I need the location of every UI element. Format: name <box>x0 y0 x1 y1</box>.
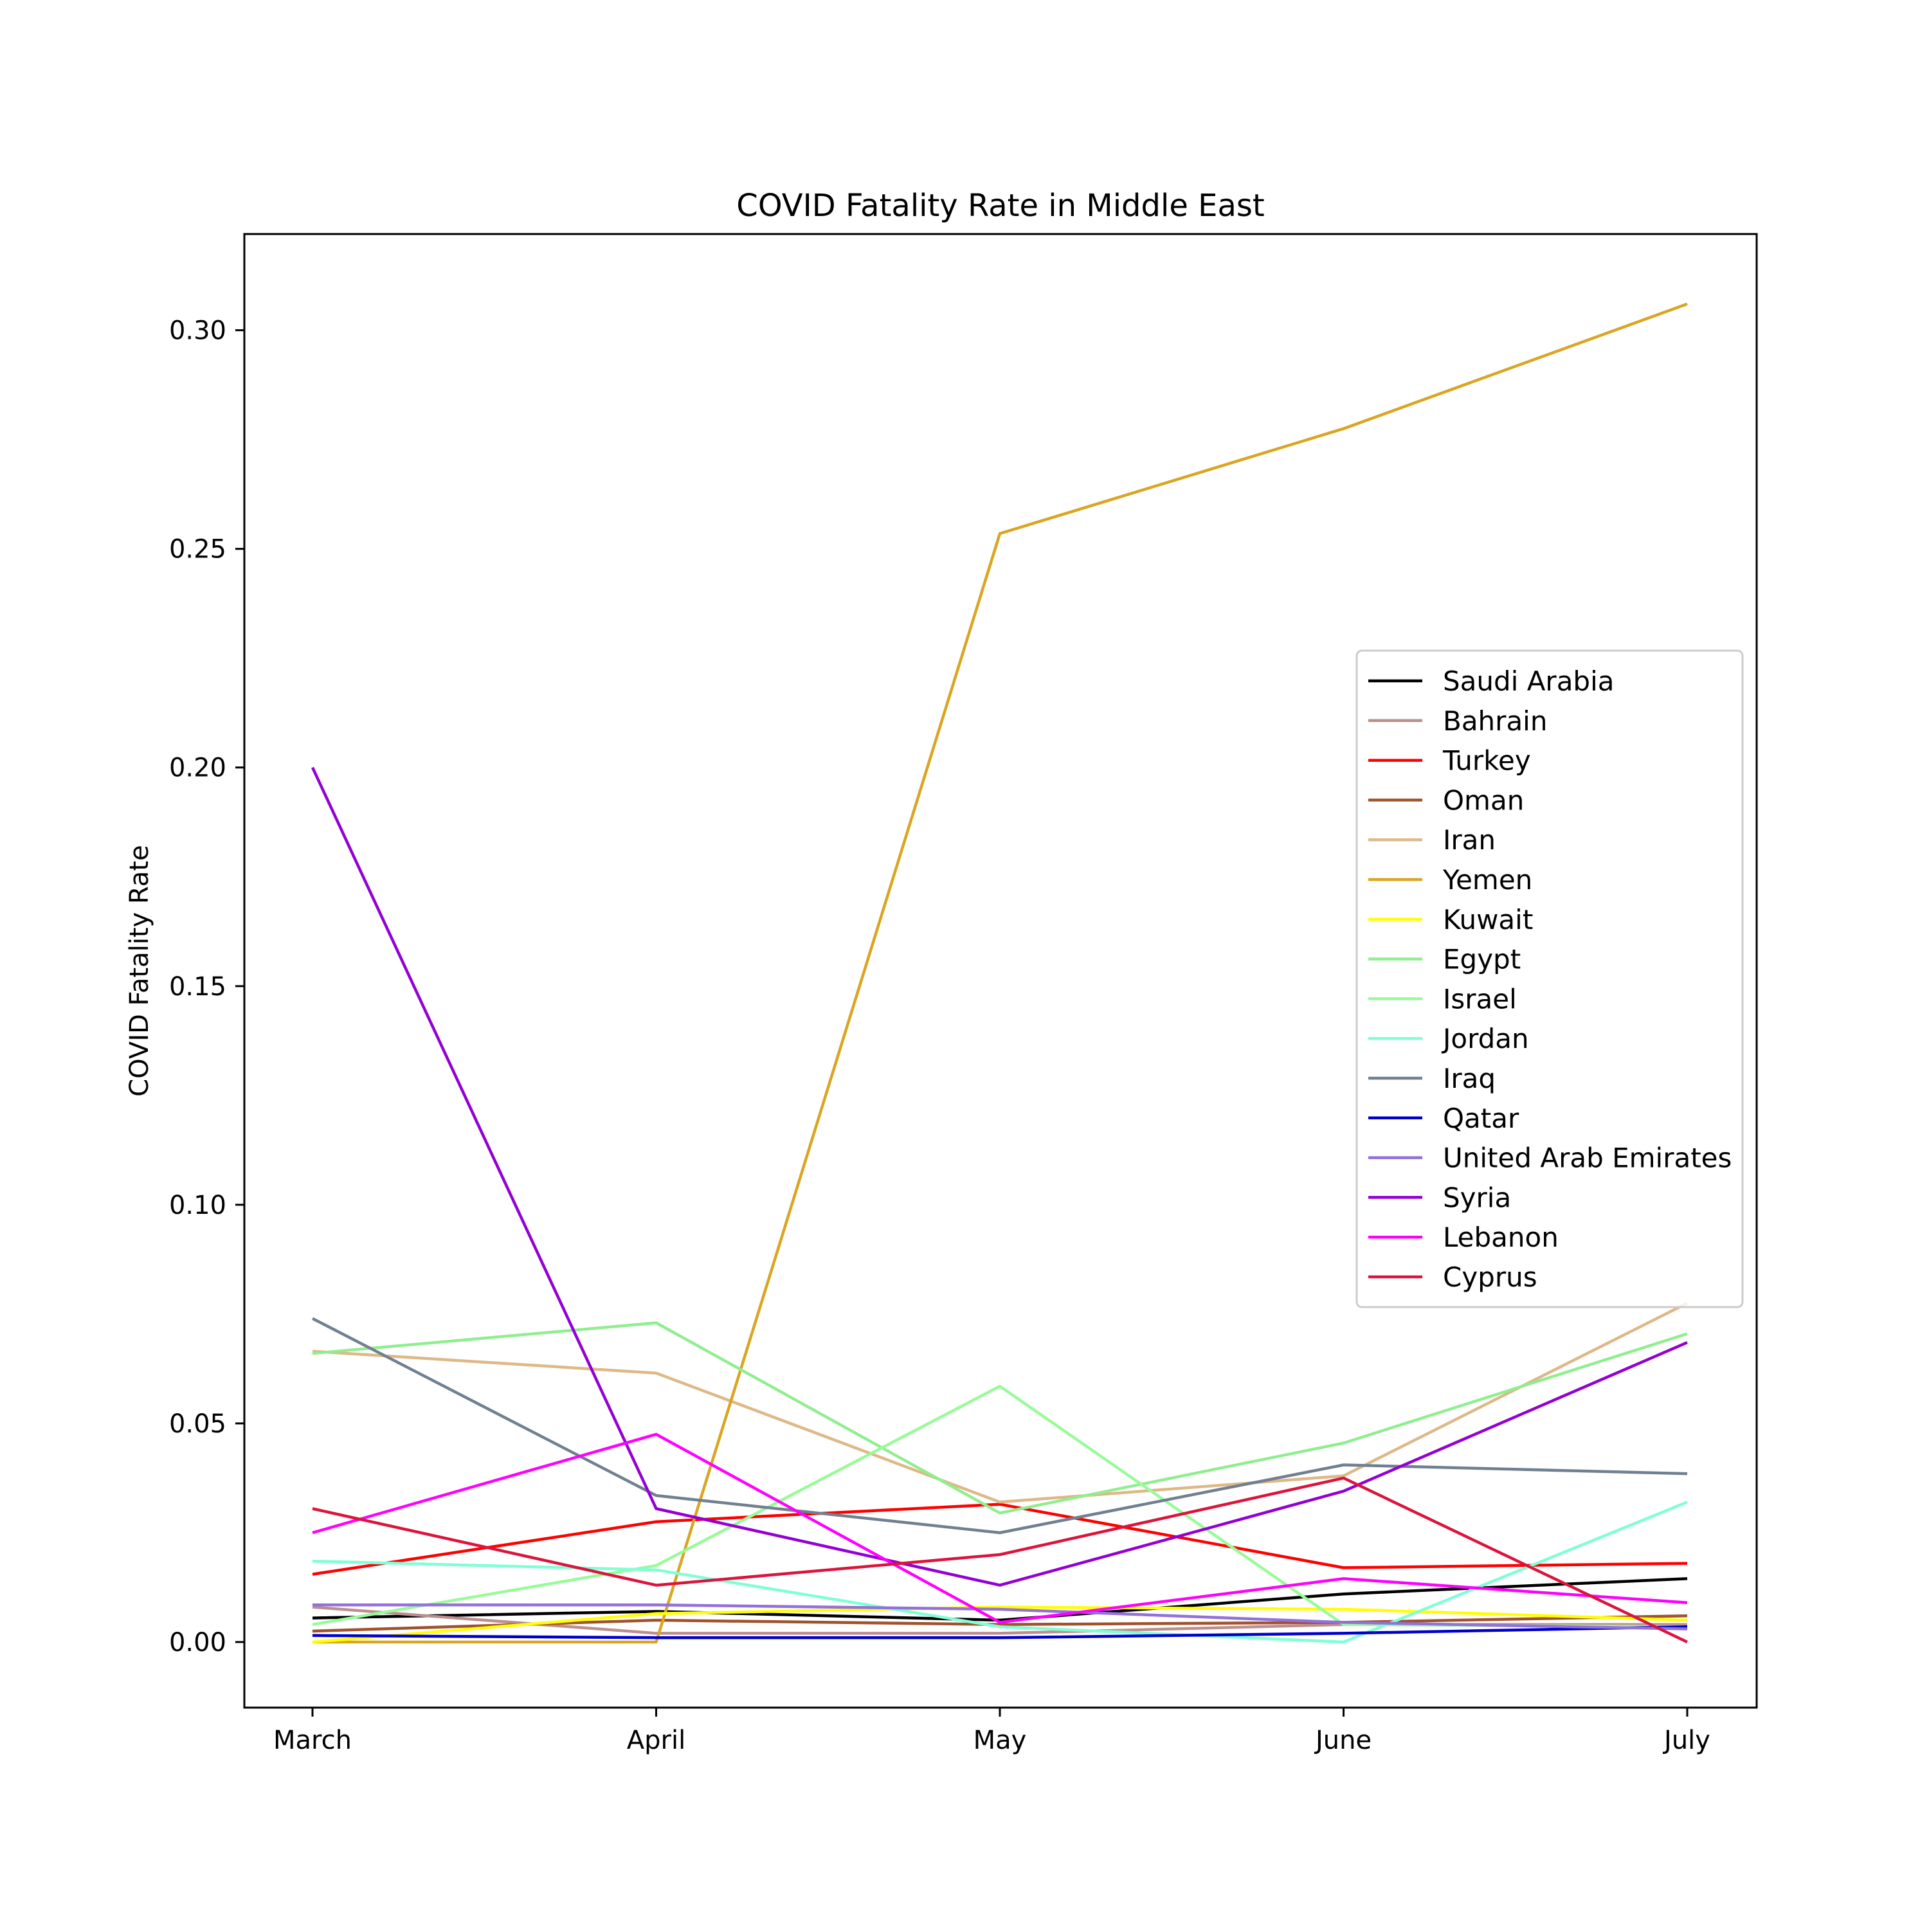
legend-label-qatar: Qatar <box>1443 1103 1519 1134</box>
legend-label-saudi-arabia: Saudi Arabia <box>1443 665 1615 697</box>
y-tick-label: 0.20 <box>169 754 226 783</box>
legend-label-united-arab-emirates: United Arab Emirates <box>1443 1142 1732 1174</box>
legend-label-israel: Israel <box>1443 983 1517 1015</box>
series-line-iraq <box>311 1317 1688 1535</box>
legend-label-iran: Iran <box>1443 824 1496 856</box>
y-axis: 0.00 0.05 0.10 0.15 0.20 0.25 0.30 <box>169 316 244 1657</box>
x-tick-label: June <box>1314 1726 1372 1755</box>
x-tick-label: April <box>627 1726 685 1755</box>
series-layer <box>311 302 1689 1644</box>
series-line-united-arab-emirates <box>312 1603 1688 1630</box>
y-tick-label: 0.10 <box>169 1191 226 1220</box>
legend-label-kuwait: Kuwait <box>1443 904 1533 935</box>
legend-label-jordan: Jordan <box>1441 1023 1529 1054</box>
legend-label-lebanon: Lebanon <box>1443 1222 1559 1253</box>
legend-label-syria: Syria <box>1443 1182 1511 1213</box>
series-line-qatar <box>312 1625 1688 1639</box>
legend-box <box>1355 649 1744 1308</box>
y-tick-label: 0.00 <box>169 1628 226 1657</box>
series-line-syria <box>311 766 1688 1587</box>
series-line-cyprus <box>312 1476 1688 1644</box>
legend-label-egypt: Egypt <box>1443 944 1521 975</box>
legend-label-iraq: Iraq <box>1443 1063 1496 1094</box>
y-tick-label: 0.05 <box>169 1409 226 1439</box>
legend-label-bahrain: Bahrain <box>1443 705 1547 737</box>
series-line-turkey <box>312 1503 1688 1576</box>
x-tick-label: May <box>974 1726 1027 1755</box>
y-tick-label: 0.25 <box>169 535 226 564</box>
legend-label-oman: Oman <box>1443 784 1524 816</box>
y-tick-label: 0.30 <box>169 316 226 346</box>
legend-label-turkey: Turkey <box>1442 745 1531 777</box>
series-line-yemen <box>312 302 1688 1644</box>
series-line-saudi-arabia <box>312 1577 1688 1622</box>
legend-label-cyprus: Cyprus <box>1443 1261 1537 1293</box>
chart-title: COVID Fatality Rate in Middle East <box>736 188 1264 224</box>
x-axis: March April May June July <box>273 1708 1710 1755</box>
series-line-kuwait <box>312 1605 1688 1644</box>
y-tick-label: 0.15 <box>169 972 226 1002</box>
x-tick-label: March <box>273 1726 352 1755</box>
legend: Saudi Arabia Bahrain Turkey Oman Iran Yemen Ku… <box>1355 649 1744 1308</box>
series-line-jordan <box>312 1501 1688 1644</box>
x-tick-label: July <box>1662 1726 1710 1755</box>
y-axis-label: COVID Fatality Rate <box>125 845 154 1096</box>
series-line-lebanon <box>312 1432 1688 1624</box>
series-line-iran <box>312 1301 1689 1504</box>
series-line-egypt <box>312 1321 1688 1515</box>
legend-label-yemen: Yemen <box>1442 864 1532 896</box>
